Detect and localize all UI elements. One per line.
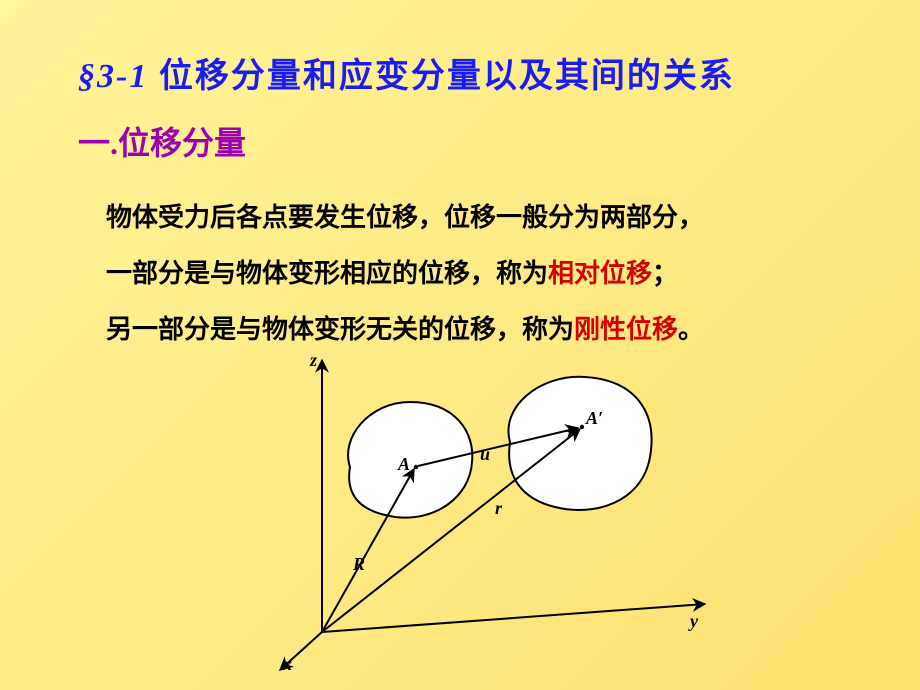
blob-deformed <box>508 377 651 510</box>
axis-x-label: x <box>282 654 292 672</box>
point-a-label: A <box>397 454 410 474</box>
body-line-1: 物体受力后各点要发生位移，位移一般分为两部分， <box>106 190 846 246</box>
vector-u-label: u <box>480 444 490 464</box>
point-a-prime-label: A′ <box>585 408 603 428</box>
body-line-2: 一部分是与物体变形相应的位移，称为相对位移； <box>106 246 846 302</box>
displacement-diagram: z y x Rr u A A′ <box>250 352 730 672</box>
body-text: 物体受力后各点要发生位移，位移一般分为两部分， 一部分是与物体变形相应的位移，称… <box>106 190 846 358</box>
vector-R-label: R <box>352 554 365 574</box>
highlight-rigid-displacement: 刚性位移 <box>574 315 678 344</box>
axis-y-label: y <box>688 611 699 631</box>
blob-original <box>348 402 472 518</box>
point-a <box>414 465 418 469</box>
body-line-3: 另一部分是与物体变形无关的位移，称为刚性位移。 <box>106 302 846 358</box>
section-number: §3-1 <box>78 58 148 95</box>
subheading: 一.位移分量 <box>78 118 246 164</box>
vector-r-label: r <box>495 498 503 518</box>
highlight-relative-displacement: 相对位移 <box>548 259 652 288</box>
slide-title: §3-1 位移分量和应变分量以及其间的关系 <box>78 48 735 97</box>
axis-z-label: z <box>309 352 317 370</box>
point-a-prime <box>580 425 584 429</box>
title-rest: 位移分量和应变分量以及其间的关系 <box>148 58 735 95</box>
